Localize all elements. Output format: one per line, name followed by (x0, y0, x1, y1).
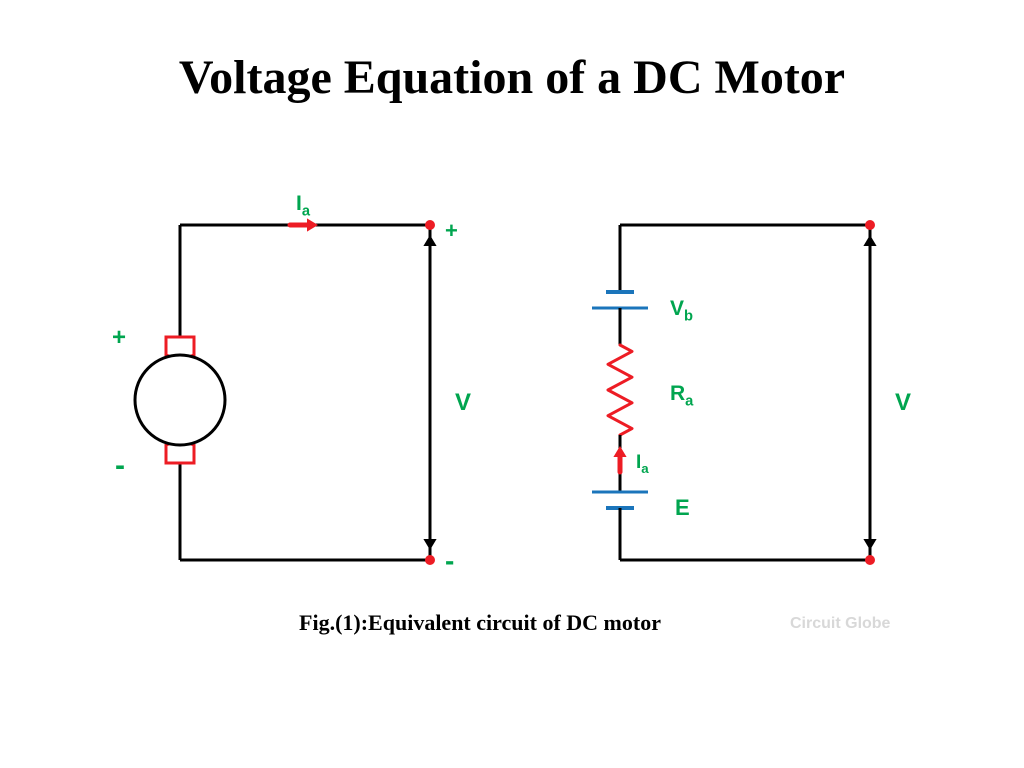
circuit-diagram-canvas: Ia + - + - V Vb Ra Ia E V (0, 0, 1024, 768)
svg-text:+: + (112, 324, 126, 351)
svg-text:-: - (115, 449, 125, 482)
svg-text:V: V (895, 389, 911, 416)
svg-text:Vb: Vb (670, 297, 693, 324)
svg-text:Ia: Ia (636, 452, 649, 476)
svg-text:V: V (455, 389, 471, 416)
svg-text:Ia: Ia (296, 192, 311, 219)
svg-text:E: E (675, 495, 690, 520)
svg-text:Ra: Ra (670, 382, 694, 409)
svg-text:+: + (445, 218, 458, 243)
svg-text:-: - (445, 545, 454, 576)
